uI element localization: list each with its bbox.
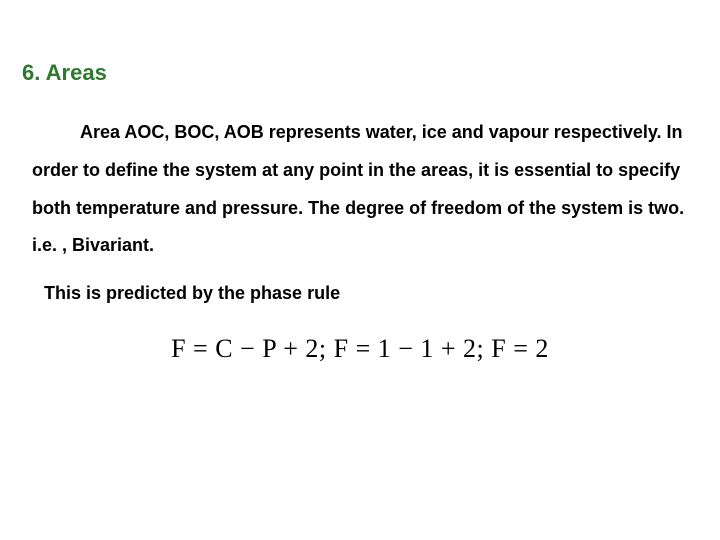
phase-rule-formula: F = C − P + 2; F = 1 − 1 + 2; F = 2 xyxy=(20,334,700,364)
section-heading: 6. Areas xyxy=(22,60,700,86)
sub-line: This is predicted by the phase rule xyxy=(44,283,700,304)
body-paragraph: Area AOC, BOC, AOB represents water, ice… xyxy=(32,114,700,265)
